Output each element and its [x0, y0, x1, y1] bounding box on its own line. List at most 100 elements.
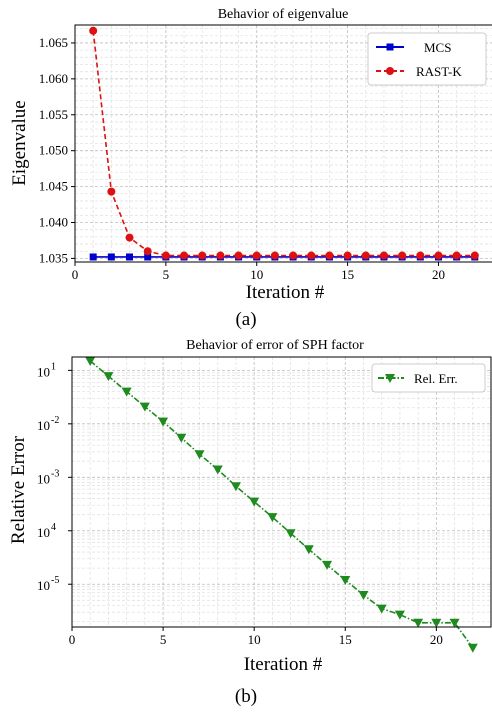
data-point-rast-k [89, 26, 98, 35]
data-point-rast-k [325, 251, 334, 260]
legend-mcs-label: MCS [424, 40, 451, 55]
chart-b-legend: Rel. Err. [371, 363, 486, 393]
data-point-rel-err [230, 482, 241, 492]
chart-b-legend-box [371, 363, 486, 393]
data-point-rast-k [143, 247, 152, 256]
series-line-rel-err [89, 360, 474, 649]
data-point-rel-err [121, 387, 132, 397]
y-tick-label: 1.065 [39, 35, 68, 50]
chart-b-series [85, 356, 478, 653]
chart-b-plot-frame [71, 356, 492, 628]
chart-a-x-ticks: 0 5 10 15 20 [72, 262, 445, 282]
data-point-mcs [89, 253, 97, 261]
y-tick-label: 10 [37, 364, 50, 379]
y-tick-label: 1.045 [39, 179, 68, 194]
x-tick-label: 15 [339, 632, 352, 647]
legend-relerr-label: Rel. Err. [414, 371, 458, 386]
data-point-rast-k [180, 251, 189, 260]
chart-a-x-axis-label: Iteration # [246, 282, 325, 303]
x-tick-label: 20 [430, 632, 443, 647]
chart-b-y-axis-label: Relative Error [8, 435, 29, 544]
chart-a-series [89, 26, 479, 261]
chart-a-title: Behavior of eigenvalue [218, 7, 349, 22]
data-point-rel-err [85, 356, 96, 366]
y-tick-label: 1.060 [39, 71, 68, 86]
data-point-rel-err [340, 575, 351, 585]
data-point-rel-err [267, 513, 278, 523]
chart-relative-error: Behavior of error of SPH factor 10 110 -21… [8, 338, 492, 675]
data-point-rel-err [212, 465, 223, 475]
data-point-rast-k [216, 251, 225, 260]
data-point-rel-err [322, 560, 333, 570]
data-point-mcs [107, 253, 115, 261]
chart-b-x-axis-label: Iteration # [244, 654, 323, 675]
x-tick-label: 5 [160, 632, 167, 647]
data-point-rel-err [358, 590, 369, 600]
data-point-rast-k [343, 251, 352, 260]
data-point-rast-k [252, 251, 261, 260]
data-point-rel-err [449, 618, 460, 628]
data-point-rast-k [125, 233, 134, 242]
data-point-mcs [144, 253, 152, 261]
data-point-rel-err [285, 529, 296, 539]
data-point-rast-k [234, 251, 243, 260]
data-point-rast-k [470, 251, 479, 260]
y-tick-label: 1.035 [39, 250, 68, 265]
data-point-rast-k [107, 187, 116, 196]
chart-a-y-axis-label: Eigenvalue [9, 100, 30, 185]
data-point-rast-k [161, 251, 170, 260]
legend-rastk-marker [386, 67, 394, 75]
data-point-rast-k [452, 251, 461, 260]
data-point-rast-k [416, 251, 425, 260]
data-point-rel-err [431, 618, 442, 628]
data-point-rel-err [158, 417, 169, 427]
data-point-rast-k [270, 251, 279, 260]
y-tick-label-exponent: -5 [51, 575, 59, 586]
data-point-rast-k [361, 251, 370, 260]
legend-rastk-label: RAST-K [416, 64, 462, 79]
x-tick-label: 10 [248, 632, 261, 647]
data-point-rel-err [176, 433, 187, 443]
y-tick-label-exponent: 4 [51, 522, 56, 533]
chart-a-legend: MCS RAST-K [367, 32, 487, 86]
chart-a-plot-frame [74, 24, 492, 263]
data-point-rel-err [194, 450, 205, 460]
data-point-rast-k [307, 251, 316, 260]
y-tick-label: 10 [37, 578, 50, 593]
data-point-rast-k [289, 251, 298, 260]
x-tick-label: 0 [69, 632, 76, 647]
x-tick-label: 20 [432, 267, 445, 282]
data-point-rel-err [249, 497, 260, 507]
data-point-rel-err [376, 604, 387, 614]
y-tick-label-exponent: -3 [51, 468, 59, 479]
data-point-rel-err [139, 402, 150, 412]
x-tick-label: 5 [163, 267, 170, 282]
data-point-rel-err [394, 610, 405, 620]
chart-a-y-ticks: 1.035 1.040 1.045 1.050 1.055 1.060 1.065 [39, 35, 75, 265]
y-tick-label: 10 [37, 471, 50, 486]
legend-mcs-marker [386, 43, 394, 51]
data-point-rast-k [434, 251, 443, 260]
caption-a: (a) [235, 309, 256, 330]
x-tick-label: 10 [250, 267, 263, 282]
data-point-rel-err [467, 643, 478, 653]
y-tick-label: 1.040 [39, 215, 68, 230]
chart-b-x-ticks: 0 5 10 15 20 [69, 627, 443, 647]
y-tick-label-exponent: 1 [51, 361, 56, 372]
data-point-rast-k [379, 251, 388, 260]
data-point-rast-k [398, 251, 407, 260]
x-tick-label: 0 [72, 267, 79, 282]
series-line-rast-k [92, 30, 475, 257]
chart-a-grid [74, 25, 492, 262]
data-point-rel-err [303, 545, 314, 555]
chart-b-y-ticks: 10 110 -210 -310 410 -5 [37, 361, 72, 593]
y-tick-label: 1.055 [39, 107, 68, 122]
caption-b: (b) [235, 686, 257, 707]
y-tick-label: 1.050 [39, 143, 68, 158]
y-tick-label-exponent: -2 [51, 415, 59, 426]
y-tick-label: 10 [37, 525, 50, 540]
legend-relerr-marker [385, 374, 395, 383]
data-point-rast-k [198, 251, 207, 260]
data-point-rel-err [103, 372, 114, 382]
